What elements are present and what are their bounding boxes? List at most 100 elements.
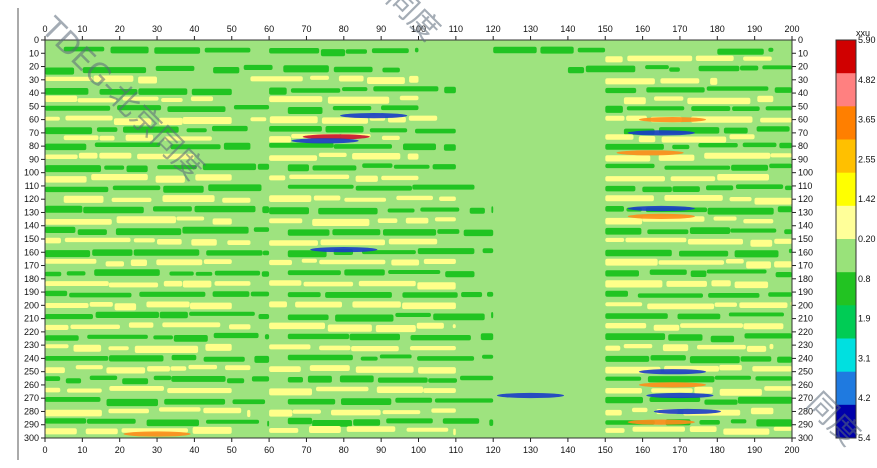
colorbar-tick-label: 1.42 — [858, 194, 876, 204]
heatmap-stripe — [730, 228, 777, 233]
heatmap-stripe — [114, 303, 137, 311]
heatmap-stripe — [734, 281, 769, 289]
heatmap-stripe — [714, 375, 752, 380]
heatmap-stripe — [349, 333, 400, 341]
y-tick-label: 210 — [798, 314, 813, 324]
heatmap-stripe — [750, 239, 773, 247]
heatmap-stripe — [289, 174, 350, 179]
y-tick-label: 110 — [25, 181, 39, 191]
heatmap-stripe — [367, 77, 405, 84]
heatmap-stripe — [469, 207, 485, 214]
heatmap-stripe — [625, 237, 687, 243]
heatmap-stripe — [331, 409, 381, 416]
heatmap-stripe — [742, 142, 777, 148]
x-tick-label: 0 — [42, 445, 47, 455]
heatmap-stripe — [287, 292, 321, 298]
x-tick-label: 180 — [710, 24, 725, 34]
heatmap-stripe — [381, 135, 400, 140]
heatmap-stripe — [45, 387, 61, 393]
heatmap-stripe — [382, 410, 421, 415]
heatmap-stripe — [264, 334, 270, 340]
heatmap-stripe — [661, 136, 727, 143]
heatmap-stripe — [320, 239, 385, 246]
y-tick-label: 30 — [798, 75, 808, 85]
heatmap-stripe — [654, 96, 684, 101]
heatmap-stripe — [605, 323, 647, 329]
heatmap-stripe — [732, 106, 760, 111]
heatmap-stripe — [99, 89, 138, 95]
heatmap-stripe — [67, 388, 102, 393]
y-tick-label: 300 — [798, 433, 813, 443]
heatmap-stripe — [784, 229, 792, 235]
heatmap-stripe — [89, 375, 118, 380]
heatmap-stripe — [437, 229, 460, 234]
heatmap-stripe — [770, 153, 792, 158]
x-tick-label: 50 — [227, 445, 237, 455]
heatmap-stripe — [283, 65, 329, 73]
heatmap-stripe — [258, 314, 270, 320]
heatmap-stripe — [261, 271, 270, 277]
heatmap-stripe — [453, 428, 456, 436]
heatmap-stripe — [414, 47, 419, 53]
heatmap-stripe — [287, 164, 309, 172]
heatmap-stripe — [203, 259, 232, 264]
heatmap-stripe — [147, 366, 170, 372]
heatmap-stripe — [463, 229, 494, 237]
heatmap-stripe — [115, 228, 182, 236]
y-tick-label: 140 — [798, 221, 813, 231]
y-tick-label: 230 — [24, 340, 39, 350]
heatmap-stripe — [45, 418, 87, 424]
heatmap-stripe — [706, 269, 767, 274]
heatmap-stripe — [623, 97, 646, 105]
heatmap-stripe — [784, 185, 792, 191]
heatmap-stripe — [409, 75, 419, 83]
heatmap-stripe — [192, 426, 232, 434]
colorbar-tick-label: 3.1 — [858, 353, 871, 363]
heatmap-stripe — [133, 238, 155, 243]
heatmap-stripe — [257, 163, 270, 170]
heatmap-stripe — [379, 354, 412, 359]
heatmap-stripe — [658, 154, 695, 161]
heatmap-stripe — [691, 106, 731, 111]
heatmap-hotspot — [638, 369, 707, 375]
x-axis: 0 0 10 10 20 20 30 30 40 40 50 50 60 60 70 70 80 80 90 90 10… — [42, 24, 799, 455]
heatmap-stripe — [605, 87, 637, 94]
heatmap-stripe — [327, 96, 390, 104]
heatmap-stripe — [130, 259, 147, 266]
heatmap-stripe — [774, 238, 792, 244]
heatmap-stripe — [232, 399, 266, 405]
x-tick-label: 60 — [264, 445, 274, 455]
x-tick-label: 50 — [227, 24, 237, 34]
heatmap-stripe — [626, 106, 685, 111]
heatmap-stripe — [154, 47, 201, 54]
heatmap-stripe — [45, 88, 89, 95]
heatmap-stripe — [402, 292, 458, 298]
heatmap-stripe — [45, 165, 101, 173]
heatmap-stripe — [203, 356, 245, 362]
heatmap-stripe — [710, 77, 718, 85]
y-tick-label: 60 — [29, 115, 39, 125]
y-tick-label: 10 — [29, 48, 39, 58]
heatmap-stripe — [333, 144, 392, 149]
heatmap-stripe — [126, 165, 148, 173]
heatmap-stripe — [725, 259, 744, 264]
colorbar-swatch — [836, 139, 856, 174]
heatmap-stripe — [45, 367, 65, 374]
y-tick-label: 70 — [798, 128, 808, 138]
colorbar-tick-label: 4.82 — [858, 75, 876, 85]
heatmap-stripe — [91, 174, 148, 181]
heatmap-stripe — [269, 218, 303, 224]
heatmap-stripe — [157, 165, 197, 170]
heatmap-stripe — [45, 303, 89, 308]
heatmap-stripe — [316, 386, 369, 392]
heatmap-stripe — [637, 293, 703, 298]
heatmap-stripe — [728, 312, 784, 317]
heatmap-stripe — [627, 55, 693, 62]
heatmap-stripe — [567, 67, 585, 74]
heatmap-stripe — [410, 335, 471, 341]
heatmap-stripe — [788, 248, 792, 254]
y-tick-label: 270 — [24, 393, 39, 403]
heatmap-stripe — [746, 345, 767, 352]
x-tick-label: 40 — [189, 445, 199, 455]
heatmap-stripe — [605, 355, 650, 362]
